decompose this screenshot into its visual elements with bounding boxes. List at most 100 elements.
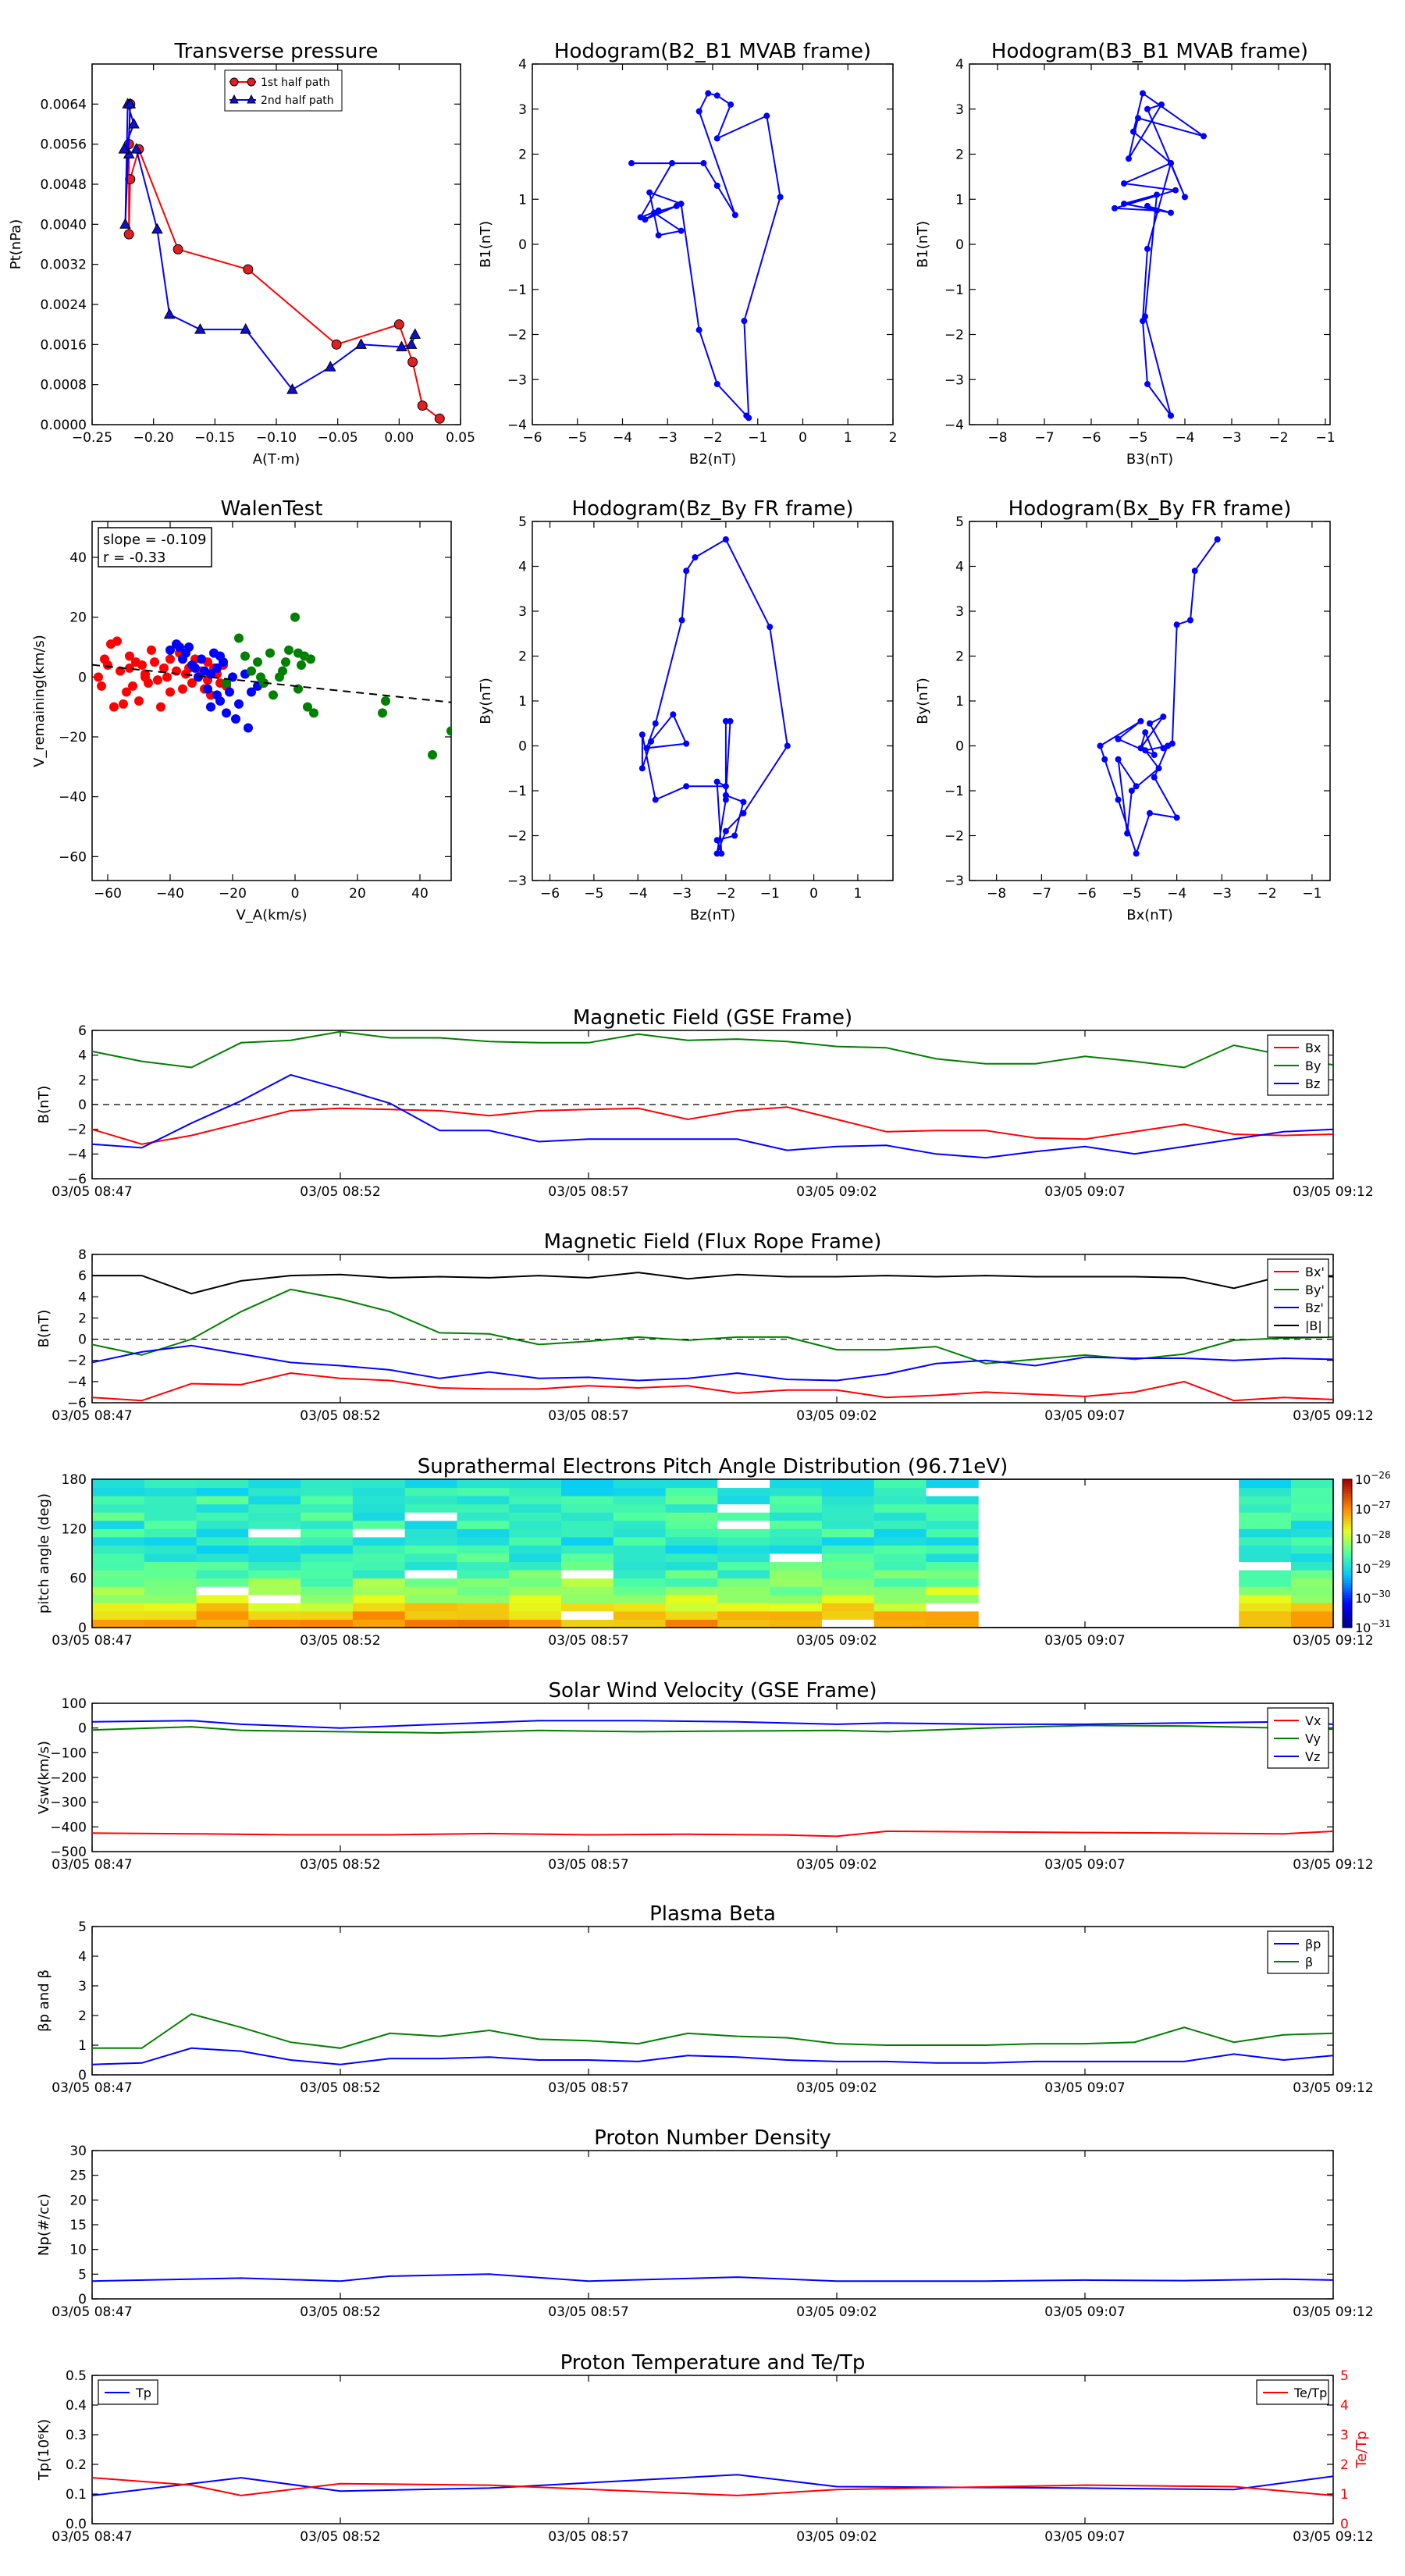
heatmap-cell	[509, 1496, 562, 1505]
data-point	[244, 723, 253, 733]
heatmap-cell	[717, 1578, 770, 1587]
x-tick-label: −5	[567, 430, 587, 446]
heatmap-cell	[1239, 1603, 1292, 1612]
colorbar-cell	[1343, 1550, 1352, 1554]
colorbar-cell	[1343, 1624, 1352, 1628]
series-line	[1099, 539, 1218, 856]
y-axis-label: By(nT)	[478, 678, 494, 724]
heatmap-cell	[301, 1603, 354, 1612]
heatmap-cell	[926, 1520, 979, 1529]
y-tick-label: 4	[955, 560, 964, 575]
x-tick-label: 03/05 09:02	[796, 2080, 877, 2096]
heatmap-cell	[457, 1528, 510, 1538]
y-tick-label: 4	[955, 57, 964, 73]
colorbar-cell	[1343, 1603, 1352, 1606]
x-tick-label: 2	[889, 430, 898, 446]
colorbar-cell	[1343, 1491, 1352, 1495]
data-point	[162, 672, 172, 682]
heatmap-cell	[92, 1536, 145, 1546]
x-tick-label: 03/05 09:07	[1044, 1408, 1125, 1424]
data-point	[184, 642, 194, 652]
heatmap-cell	[561, 1487, 614, 1496]
legend-label: |B|	[1305, 1318, 1322, 1333]
heatmap-cell	[196, 1536, 249, 1546]
x-tick-label: −1	[1315, 430, 1335, 446]
heatmap-cell	[196, 1503, 249, 1513]
heatmap-cell	[613, 1520, 667, 1529]
data-point	[409, 328, 422, 339]
y-tick-label: 4	[78, 1048, 87, 1064]
heatmap-cell	[404, 1570, 457, 1579]
data-point	[1144, 245, 1151, 252]
heatmap-cell	[873, 1496, 927, 1505]
y-tick-label: 2	[78, 1311, 87, 1326]
colorbar-cell	[1343, 1533, 1352, 1537]
y-tick-label: 0.0008	[41, 378, 87, 393]
chart-tp_ratio: Proton Temperature and Te/Tp 0.0 0.1 0.2 0.3…	[36, 2351, 1374, 2545]
heatmap-cell	[561, 1553, 614, 1563]
data-point	[140, 672, 150, 682]
y-tick-label: −4	[944, 418, 964, 433]
y-tick-label: 1	[518, 192, 527, 208]
chart-title: Solar Wind Velocity (GSE Frame)	[548, 1679, 877, 1703]
heatmap-cell	[665, 1496, 718, 1505]
x-tick-label: 03/05 09:12	[1293, 2304, 1373, 2320]
legend-box	[1267, 1930, 1329, 1974]
x-tick-label: 03/05 09:02	[796, 1857, 877, 1873]
colorbar-cell	[1343, 1585, 1352, 1589]
y-tick-label: −40	[59, 790, 87, 806]
heatmap-cell	[457, 1561, 510, 1571]
colorbar-cell	[1343, 1583, 1352, 1586]
x-tick-label: −0.20	[133, 430, 174, 446]
plot-area	[92, 2474, 1333, 2496]
heatmap-cell	[665, 1512, 718, 1521]
x-tick-label: 03/05 08:57	[548, 2304, 628, 2320]
x-tick-label: 03/05 09:02	[796, 1184, 877, 1200]
heatmap-cell	[873, 1520, 927, 1529]
data-point	[1097, 742, 1104, 749]
heatmap-cell	[144, 1619, 197, 1628]
heatmap-cell	[1290, 1570, 1334, 1579]
heatmap-cell	[926, 1487, 979, 1496]
heatmap-cell	[404, 1594, 457, 1603]
heatmap-cell	[144, 1610, 197, 1620]
colorbar-cell	[1343, 1496, 1352, 1500]
y-tick-label: −2	[944, 328, 964, 343]
series-line	[128, 104, 440, 420]
heatmap-cell	[926, 1603, 979, 1612]
y2-axis-label: Te/Tp	[1353, 2431, 1370, 2469]
x-tick-label: 03/05 09:02	[796, 2529, 877, 2545]
heatmap-cell	[873, 1536, 927, 1546]
series-line	[1114, 91, 1204, 417]
y-axis-label: B1(nT)	[915, 221, 931, 268]
heatmap-cell	[196, 1561, 249, 1571]
y-tick-label: −3	[507, 873, 527, 889]
y-tick-label: 1	[518, 694, 527, 710]
data-point	[222, 708, 231, 718]
data-point	[1165, 742, 1172, 749]
data-point	[175, 642, 184, 652]
chart-title: Transverse pressure	[174, 40, 379, 63]
heatmap-cell	[613, 1545, 667, 1554]
data-point	[713, 837, 720, 844]
heatmap-cell	[196, 1586, 249, 1596]
data-point	[628, 160, 635, 167]
heatmap-cell	[717, 1496, 770, 1505]
data-point	[278, 666, 287, 676]
x-tick-label: 03/05 08:57	[548, 2529, 628, 2545]
y2-tick-label: 5	[1340, 2368, 1349, 2384]
data-point	[743, 412, 750, 419]
heatmap-cell	[821, 1603, 875, 1612]
y-axis-label: Tp(10⁶K)	[36, 2419, 52, 2481]
series-line	[92, 2474, 1333, 2496]
heatmap-cell	[404, 1528, 457, 1538]
heatmap-cell	[352, 1578, 406, 1587]
heatmap-cell	[613, 1487, 667, 1496]
x-tick-label: −1	[760, 886, 780, 902]
heatmap-cell	[352, 1545, 406, 1554]
data-point	[1186, 617, 1193, 624]
legend-label: Bx'	[1305, 1265, 1325, 1279]
data-point	[355, 338, 367, 349]
data-point	[767, 624, 774, 631]
heatmap-cell	[301, 1594, 354, 1603]
